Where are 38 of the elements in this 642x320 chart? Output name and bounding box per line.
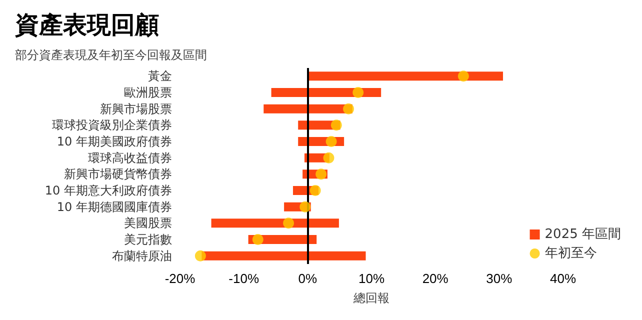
x-tick-label: 30% xyxy=(486,271,513,286)
y-tick-label: 10 年期德國國庫債券 xyxy=(56,200,172,214)
legend-label: 年初至今 xyxy=(544,246,597,261)
point xyxy=(252,234,264,245)
bar xyxy=(202,251,366,260)
y-tick-label: 黃金 xyxy=(148,69,172,84)
point xyxy=(352,87,364,98)
point xyxy=(300,201,311,212)
point xyxy=(343,103,354,114)
y-tick-label: 環球投資級別企業債券 xyxy=(52,118,172,132)
y-tick-label: 環球高收益債券 xyxy=(88,150,172,165)
point xyxy=(330,120,342,131)
point xyxy=(323,152,334,164)
point xyxy=(310,185,321,196)
point xyxy=(283,218,294,229)
x-tick-label: -20% xyxy=(164,271,196,286)
point xyxy=(316,168,327,180)
x-tick-label: 0% xyxy=(298,271,318,286)
bar xyxy=(308,72,503,81)
legend-label: 2025 年區間 xyxy=(544,227,621,242)
y-tick-label: 10 年期美國政府債券 xyxy=(56,134,172,148)
x-tick-label: 20% xyxy=(422,271,449,286)
point xyxy=(194,250,206,262)
x-tick-label: 10% xyxy=(358,271,385,286)
y-tick-label: 美元指數 xyxy=(124,232,172,246)
x-tick-label: 40% xyxy=(550,271,576,286)
chart-title: 資產表現回顧 xyxy=(14,11,159,39)
y-tick-label: 新興市場股票 xyxy=(100,102,172,116)
y-tick-label: 新興市場硬貨幣債券 xyxy=(64,167,172,182)
y-tick-label: 布蘭特原油 xyxy=(112,248,172,263)
x-tick-label: -10% xyxy=(228,271,260,286)
x-axis-title: 總回報 xyxy=(352,291,390,305)
y-tick-label: 歐洲股票 xyxy=(124,86,172,100)
chart-subtitle: 部分資產表現及年初至今回報及區間 xyxy=(15,48,207,62)
y-tick-label: 10 年期意大利政府債券 xyxy=(44,184,172,198)
point xyxy=(326,136,337,147)
y-tick-label: 美國股票 xyxy=(124,216,172,230)
point xyxy=(458,70,469,82)
